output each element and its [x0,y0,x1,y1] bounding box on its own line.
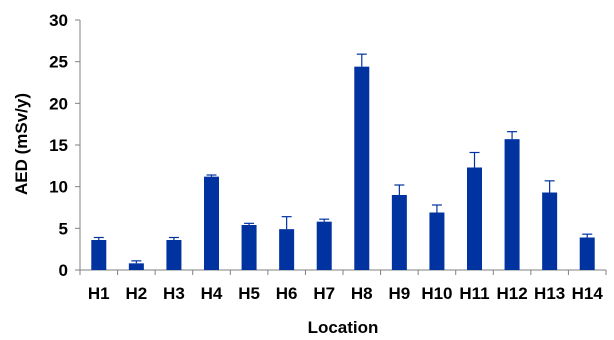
bar-h12 [504,139,520,270]
bar-h8 [354,66,370,271]
bar-h1 [91,240,107,270]
y-tick-label: 15 [49,136,68,155]
bar-h7 [316,221,332,270]
bar-h4 [204,176,219,270]
y-tick-label: 25 [49,53,68,72]
y-axis-title: AED (mSv/y) [12,93,31,195]
x-tick-label: H1 [88,284,110,303]
x-tick-label: H10 [421,284,452,303]
y-tick-label: 5 [59,219,68,238]
y-tick-label: 0 [59,261,68,280]
x-tick-label: H7 [313,284,335,303]
bar-h3 [166,240,182,270]
x-tick-label: H4 [201,284,223,303]
x-tick-label: H6 [276,284,298,303]
x-tick-label: H8 [351,284,373,303]
x-tick-label: H2 [125,284,147,303]
chart-plot-area: 0 5 10 15 20 25 30 H1 H2 H3 H4 H5 H6 H7 H8 H9 H10 H11 H12 H… [49,11,607,303]
bar-h13 [542,192,558,270]
bar-h6 [279,229,295,270]
x-tick-label: H5 [238,284,260,303]
x-tick-label: H11 [459,284,489,303]
bar-h14 [579,237,595,270]
bar-h10 [429,212,445,270]
x-tick-label: H13 [534,284,565,303]
x-axis-title: Location [308,318,379,337]
x-tick-label: H9 [388,284,410,303]
x-tick-label: H14 [572,284,604,303]
bar-h9 [391,195,407,270]
y-tick-label: 10 [49,178,68,197]
bar-h2 [128,263,144,270]
x-tick-label: H12 [496,284,527,303]
bar-h11 [467,167,482,270]
x-tick-label: H3 [163,284,185,303]
y-tick-label: 30 [49,11,68,30]
bar-h5 [241,225,257,270]
y-tick-label: 20 [49,94,68,113]
